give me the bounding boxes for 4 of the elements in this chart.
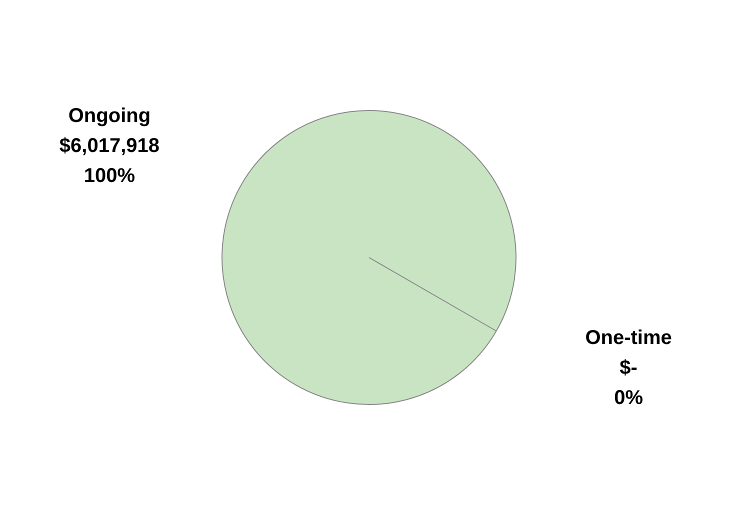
data-label: $6,017,918 100%: [59, 135, 160, 188]
text: $- 0%: [614, 357, 643, 410]
category-label: One-time: [585, 327, 672, 350]
slice-label: Ongoing: [68, 105, 151, 128]
